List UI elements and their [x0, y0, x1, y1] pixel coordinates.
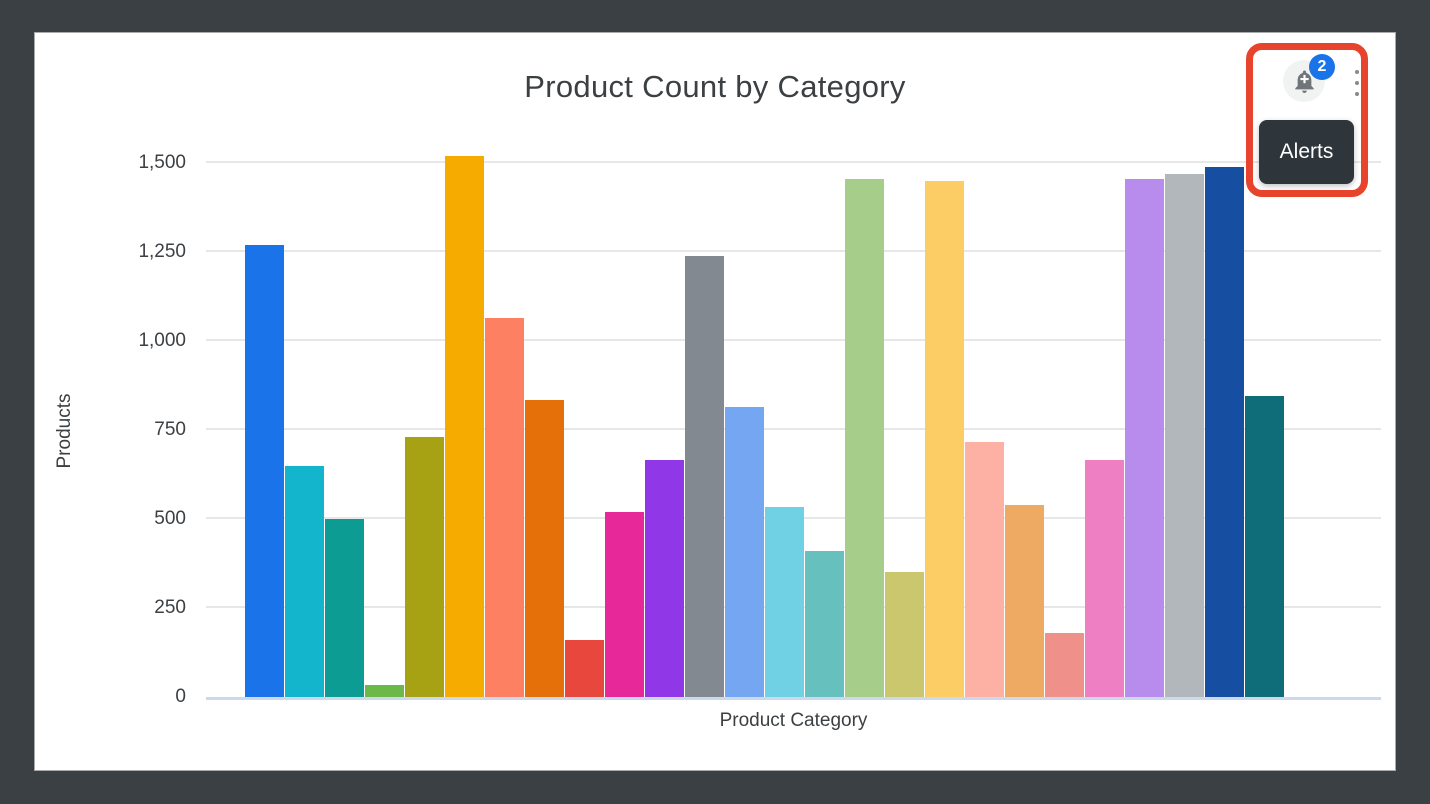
y-tick-label: 1,500	[138, 152, 186, 173]
bar-21[interactable]	[1045, 632, 1085, 697]
y-tick-label: 1,250	[138, 241, 186, 262]
bar-23[interactable]	[1125, 179, 1165, 697]
alerts-tooltip: Alerts	[1259, 120, 1354, 184]
bar-20[interactable]	[1005, 504, 1045, 697]
bar-15[interactable]	[805, 551, 845, 697]
alerts-tooltip-label: Alerts	[1279, 140, 1334, 163]
bar-12[interactable]	[685, 255, 725, 697]
y-axis-title: Products	[54, 393, 75, 469]
y-tick-label: 250	[154, 597, 186, 618]
bar-17[interactable]	[885, 572, 925, 697]
notification-badge: 2	[1309, 54, 1335, 80]
bar-8[interactable]	[525, 399, 565, 697]
bar-10[interactable]	[605, 511, 645, 697]
vertical-three-dots-icon	[1355, 70, 1359, 74]
bar-1[interactable]	[245, 244, 285, 697]
bar-2[interactable]	[285, 465, 325, 697]
bar-22[interactable]	[1085, 460, 1125, 697]
gridline	[206, 339, 1381, 341]
y-tick-label: 0	[175, 686, 186, 707]
y-axis-labels: 0 250 500 750 1,000 1,250 1,500	[35, 141, 186, 707]
x-axis-title: Product Category	[719, 710, 868, 731]
gridline	[206, 161, 1381, 163]
notification-add-bell-icon	[1291, 68, 1318, 95]
plot-area	[206, 141, 1381, 700]
chart-card: Product Count by Category 0 250 500 750 1,00…	[34, 32, 1396, 771]
chart-title: Product Count by Category	[524, 69, 906, 104]
bar-19[interactable]	[965, 442, 1005, 697]
bar-7[interactable]	[485, 317, 525, 697]
bar-13[interactable]	[725, 406, 765, 697]
bar-11[interactable]	[645, 460, 685, 697]
bar-26[interactable]	[1245, 396, 1285, 697]
bar-18[interactable]	[925, 180, 965, 697]
y-tick-label: 750	[154, 419, 186, 440]
y-tick-label: 500	[154, 508, 186, 529]
more-options-button[interactable]	[1353, 70, 1361, 96]
x-axis-baseline	[206, 697, 1381, 700]
bar-3[interactable]	[325, 519, 365, 697]
bar-9[interactable]	[565, 640, 605, 697]
bar-14[interactable]	[765, 506, 805, 697]
y-tick-label: 1,000	[138, 330, 186, 351]
gridline	[206, 250, 1381, 252]
bar-16[interactable]	[845, 179, 885, 697]
alerts-button[interactable]	[1283, 60, 1325, 102]
bar-6[interactable]	[445, 155, 485, 697]
bar-5[interactable]	[405, 437, 445, 697]
bar-25[interactable]	[1205, 166, 1245, 697]
gridline	[206, 428, 1381, 430]
bar-4[interactable]	[365, 684, 405, 697]
bar-24[interactable]	[1165, 173, 1205, 697]
